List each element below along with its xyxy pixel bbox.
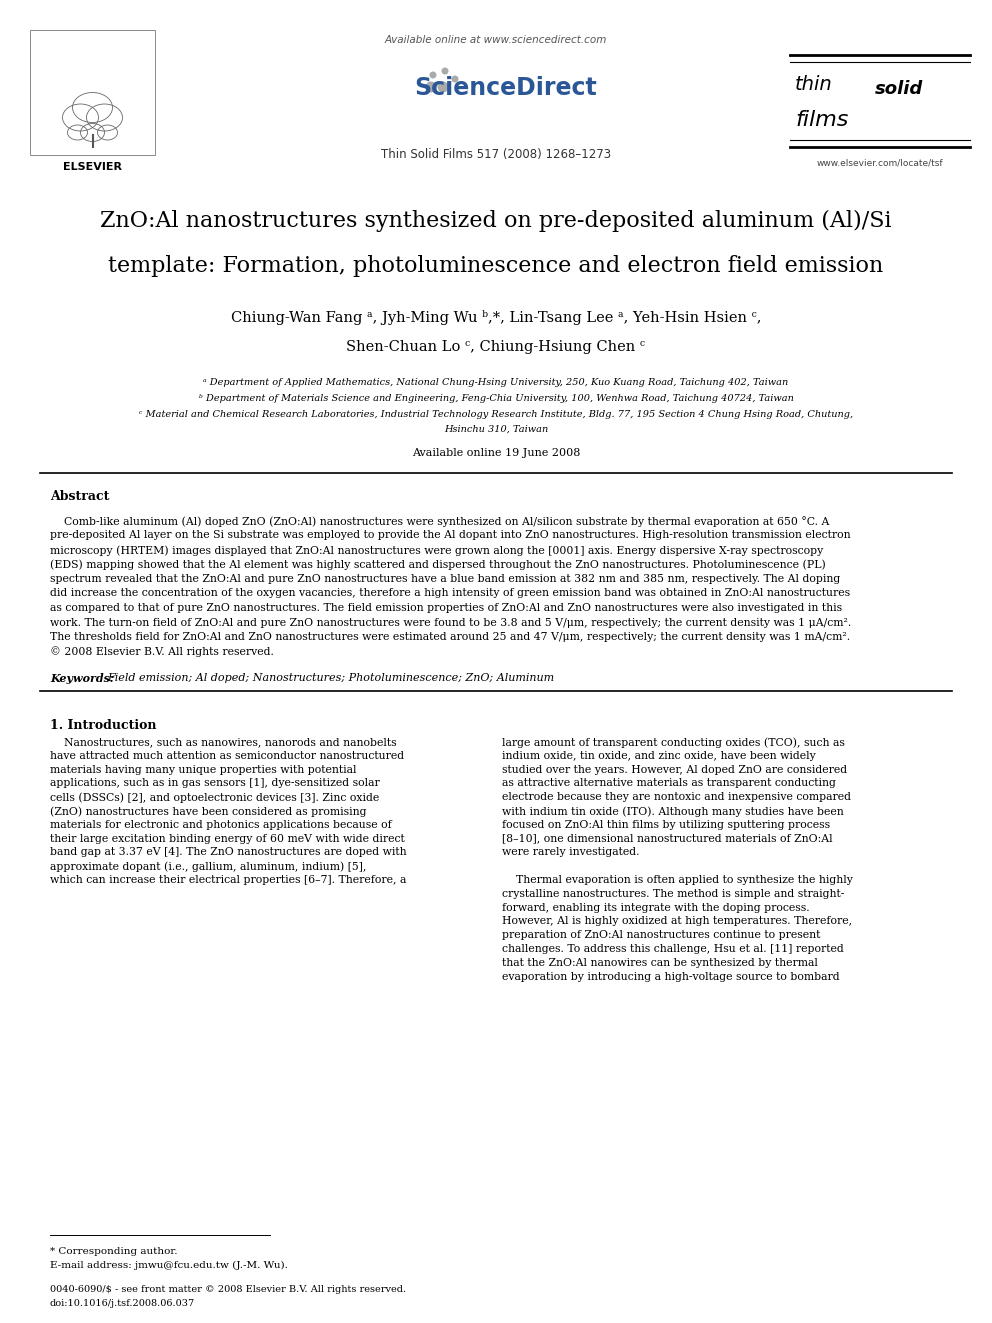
Text: www.elsevier.com/locate/tsf: www.elsevier.com/locate/tsf [816, 157, 943, 167]
Text: spectrum revealed that the ZnO:Al and pure ZnO nanostructures have a blue band e: spectrum revealed that the ZnO:Al and pu… [50, 574, 840, 583]
Text: Thermal evaporation is often applied to synthesize the highly: Thermal evaporation is often applied to … [502, 875, 853, 885]
Text: evaporation by introducing a high-voltage source to bombard: evaporation by introducing a high-voltag… [502, 971, 839, 982]
Text: Comb-like aluminum (Al) doped ZnO (ZnO:Al) nanostructures were synthesized on Al: Comb-like aluminum (Al) doped ZnO (ZnO:A… [50, 516, 829, 527]
Text: Chiung-Wan Fang ᵃ, Jyh-Ming Wu ᵇ,*, Lin-Tsang Lee ᵃ, Yeh-Hsin Hsien ᶜ,: Chiung-Wan Fang ᵃ, Jyh-Ming Wu ᵇ,*, Lin-… [231, 310, 761, 325]
Text: large amount of transparent conducting oxides (TCO), such as: large amount of transparent conducting o… [502, 737, 845, 747]
Text: cells (DSSCs) [2], and optoelectronic devices [3]. Zinc oxide: cells (DSSCs) [2], and optoelectronic de… [50, 792, 379, 803]
Text: indium oxide, tin oxide, and zinc oxide, have been widely: indium oxide, tin oxide, and zinc oxide,… [502, 750, 815, 761]
Text: have attracted much attention as semiconductor nanostructured: have attracted much attention as semicon… [50, 750, 404, 761]
Text: However, Al is highly oxidized at high temperatures. Therefore,: However, Al is highly oxidized at high t… [502, 917, 852, 926]
Text: films: films [795, 110, 848, 130]
Text: that the ZnO:Al nanowires can be synthesized by thermal: that the ZnO:Al nanowires can be synthes… [502, 958, 817, 968]
Text: forward, enabling its integrate with the doping process.: forward, enabling its integrate with the… [502, 902, 809, 913]
Text: crystalline nanostructures. The method is simple and straight-: crystalline nanostructures. The method i… [502, 889, 844, 898]
Circle shape [441, 67, 448, 74]
Text: Thin Solid Films 517 (2008) 1268–1273: Thin Solid Films 517 (2008) 1268–1273 [381, 148, 611, 161]
Text: challenges. To address this challenge, Hsu et al. [11] reported: challenges. To address this challenge, H… [502, 945, 844, 954]
Text: 0040-6090/$ - see front matter © 2008 Elsevier B.V. All rights reserved.: 0040-6090/$ - see front matter © 2008 El… [50, 1285, 406, 1294]
Text: © 2008 Elsevier B.V. All rights reserved.: © 2008 Elsevier B.V. All rights reserved… [50, 647, 274, 658]
Text: did increase the concentration of the oxygen vacancies, therefore a high intensi: did increase the concentration of the ox… [50, 589, 850, 598]
Circle shape [437, 82, 448, 93]
Text: band gap at 3.37 eV [4]. The ZnO nanostructures are doped with: band gap at 3.37 eV [4]. The ZnO nanostr… [50, 848, 407, 857]
Text: studied over the years. However, Al doped ZnO are considered: studied over the years. However, Al dope… [502, 765, 847, 774]
Text: ZnO:Al nanostructures synthesized on pre-deposited aluminum (Al)/Si: ZnO:Al nanostructures synthesized on pre… [100, 210, 892, 232]
Text: Abstract: Abstract [50, 490, 109, 503]
Text: Available online at www.sciencedirect.com: Available online at www.sciencedirect.co… [385, 34, 607, 45]
Text: Nanostructures, such as nanowires, nanorods and nanobelts: Nanostructures, such as nanowires, nanor… [50, 737, 397, 747]
Text: doi:10.1016/j.tsf.2008.06.037: doi:10.1016/j.tsf.2008.06.037 [50, 1299, 195, 1308]
Text: which can increase their electrical properties [6–7]. Therefore, a: which can increase their electrical prop… [50, 875, 407, 885]
Text: The thresholds field for ZnO:Al and ZnO nanostructures were estimated around 25 : The thresholds field for ZnO:Al and ZnO … [50, 632, 850, 642]
Text: thin: thin [795, 75, 832, 94]
Text: * Corresponding author.: * Corresponding author. [50, 1248, 178, 1256]
Text: their large excitation binding energy of 60 meV with wide direct: their large excitation binding energy of… [50, 833, 405, 844]
Text: Hsinchu 310, Taiwan: Hsinchu 310, Taiwan [443, 425, 549, 434]
Text: applications, such as in gas sensors [1], dye-sensitized solar: applications, such as in gas sensors [1]… [50, 778, 380, 789]
Text: approximate dopant (i.e., gallium, aluminum, indium) [5],: approximate dopant (i.e., gallium, alumi… [50, 861, 366, 872]
Text: microscopy (HRTEM) images displayed that ZnO:Al nanostructures were grown along : microscopy (HRTEM) images displayed that… [50, 545, 823, 556]
Text: pre-deposited Al layer on the Si substrate was employed to provide the Al dopant: pre-deposited Al layer on the Si substra… [50, 531, 850, 541]
Text: ScienceDirect: ScienceDirect [415, 75, 597, 101]
Text: solid: solid [875, 79, 924, 98]
Text: (EDS) mapping showed that the Al element was highly scattered and dispersed thro: (EDS) mapping showed that the Al element… [50, 560, 825, 570]
Text: as compared to that of pure ZnO nanostructures. The field emission properties of: as compared to that of pure ZnO nanostru… [50, 603, 842, 613]
FancyBboxPatch shape [30, 30, 155, 155]
Circle shape [426, 82, 436, 93]
Text: 1. Introduction: 1. Introduction [50, 718, 157, 732]
Text: work. The turn-on field of ZnO:Al and pure ZnO nanostructures were found to be 3: work. The turn-on field of ZnO:Al and pu… [50, 618, 851, 627]
Text: preparation of ZnO:Al nanostructures continue to present: preparation of ZnO:Al nanostructures con… [502, 930, 820, 941]
Text: Field emission; Al doped; Nanostructures; Photoluminescence; ZnO; Aluminum: Field emission; Al doped; Nanostructures… [107, 673, 555, 683]
Text: focused on ZnO:Al thin films by utilizing sputtering process: focused on ZnO:Al thin films by utilizin… [502, 820, 830, 830]
Text: [8–10], one dimensional nanostructured materials of ZnO:Al: [8–10], one dimensional nanostructured m… [502, 833, 832, 844]
Text: (ZnO) nanostructures have been considered as promising: (ZnO) nanostructures have been considere… [50, 806, 366, 816]
Text: were rarely investigated.: were rarely investigated. [502, 848, 640, 857]
Text: materials having many unique properties with potential: materials having many unique properties … [50, 765, 356, 774]
Text: Shen-Chuan Lo ᶜ, Chiung-Hsiung Chen ᶜ: Shen-Chuan Lo ᶜ, Chiung-Hsiung Chen ᶜ [346, 340, 646, 355]
Text: E-mail address: jmwu@fcu.edu.tw (J.-M. Wu).: E-mail address: jmwu@fcu.edu.tw (J.-M. W… [50, 1261, 288, 1270]
Text: Available online 19 June 2008: Available online 19 June 2008 [412, 448, 580, 458]
Text: ᵃ Department of Applied Mathematics, National Chung-Hsing University, 250, Kuo K: ᵃ Department of Applied Mathematics, Nat… [203, 378, 789, 388]
Text: materials for electronic and photonics applications because of: materials for electronic and photonics a… [50, 820, 392, 830]
Text: with indium tin oxide (ITO). Although many studies have been: with indium tin oxide (ITO). Although ma… [502, 806, 844, 816]
Text: as attractive alternative materials as transparent conducting: as attractive alternative materials as t… [502, 778, 836, 789]
Circle shape [451, 75, 458, 82]
Text: ᶜ Material and Chemical Research Laboratories, Industrial Technology Research In: ᶜ Material and Chemical Research Laborat… [139, 410, 853, 419]
Text: ᵇ Department of Materials Science and Engineering, Feng-Chia University, 100, We: ᵇ Department of Materials Science and En… [198, 394, 794, 404]
Text: electrode because they are nontoxic and inexpensive compared: electrode because they are nontoxic and … [502, 792, 851, 802]
Circle shape [430, 71, 436, 78]
Text: template: Formation, photoluminescence and electron field emission: template: Formation, photoluminescence a… [108, 255, 884, 277]
Text: Keywords:: Keywords: [50, 673, 114, 684]
Text: ELSEVIER: ELSEVIER [63, 161, 122, 172]
